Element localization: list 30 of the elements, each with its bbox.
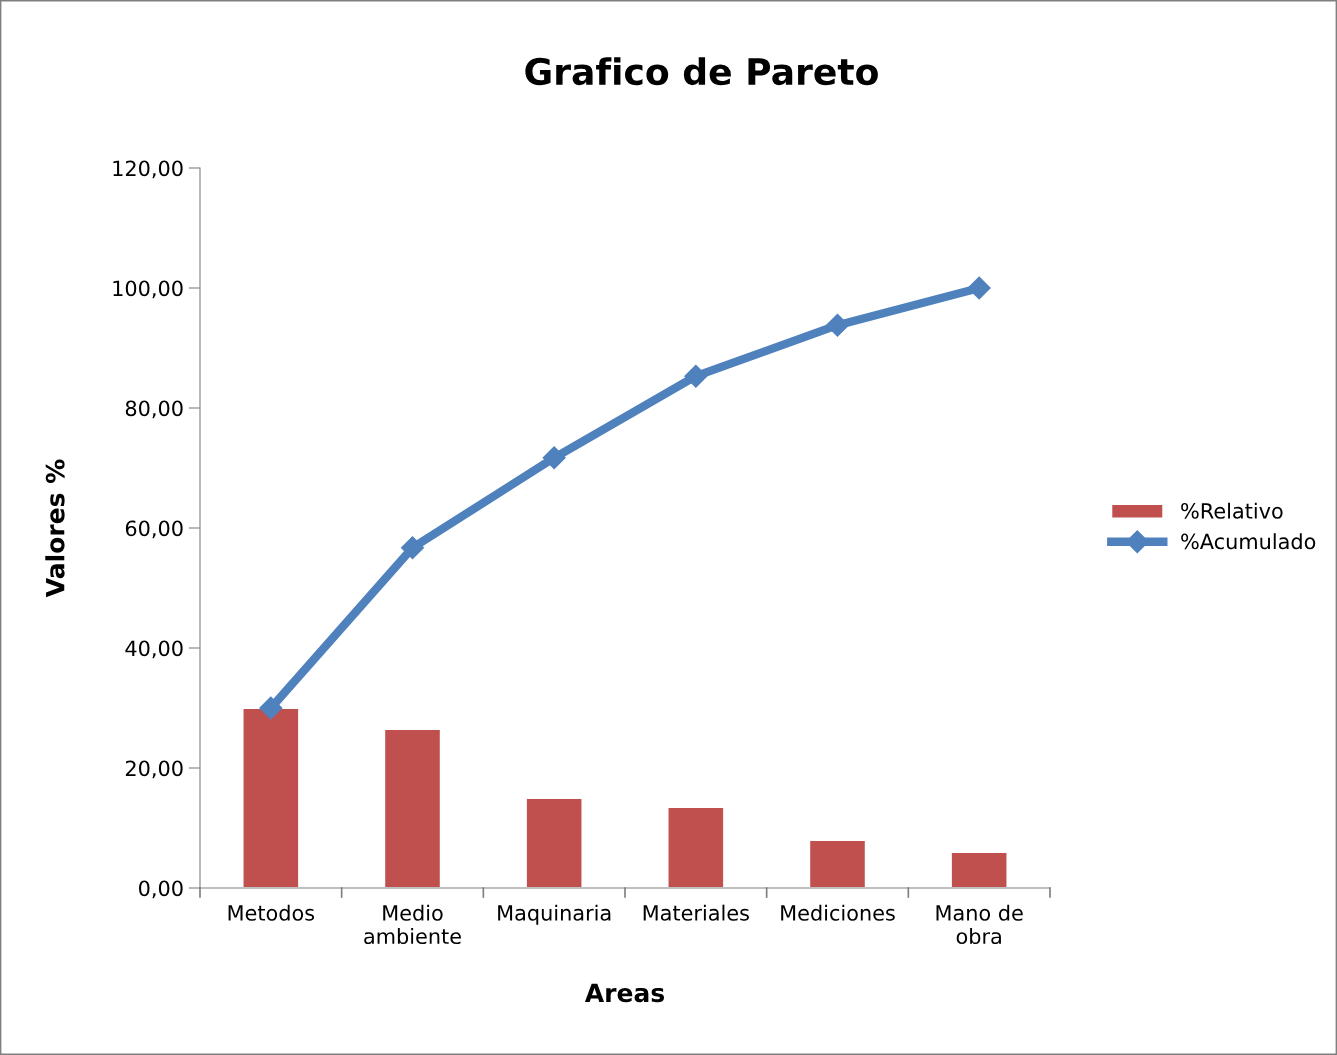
point xyxy=(542,446,566,470)
x-axis-title: Areas xyxy=(584,983,665,1003)
bar xyxy=(383,727,442,888)
legend-label: %Relativo xyxy=(1181,502,1283,519)
bar xyxy=(666,805,726,888)
x-tick-label: Metodos xyxy=(228,904,315,921)
bar xyxy=(241,706,301,888)
point xyxy=(826,313,849,337)
x-tick-label: Mediciones xyxy=(781,904,895,921)
point xyxy=(259,696,283,720)
x-tick-label: Materiales xyxy=(643,904,749,921)
y-tick-label: 80,00 xyxy=(125,400,183,419)
y-axis-title: Valores % xyxy=(45,459,65,598)
y-tick-label: 0,00 xyxy=(139,880,183,899)
legend-label: %Acumulado xyxy=(1181,533,1316,550)
y-tick-label: 60,00 xyxy=(125,520,183,539)
bar xyxy=(949,850,1009,888)
point xyxy=(967,276,991,300)
x-tick-label: Mano de obra xyxy=(936,904,1023,945)
y-tick-label: 40,00 xyxy=(125,640,183,659)
point xyxy=(401,536,424,560)
chart-title: Grafico de Pareto xyxy=(525,57,878,86)
y-tick-label: 120,00 xyxy=(113,160,183,179)
y-tick-label: 100,00 xyxy=(113,280,183,299)
x-tick-label: Maquinaria xyxy=(498,904,611,925)
bar xyxy=(524,796,584,888)
bar xyxy=(808,838,867,888)
point xyxy=(684,364,708,388)
x-tick-label: Medio ambiente xyxy=(364,904,461,945)
y-tick-label: 20,00 xyxy=(125,760,183,779)
